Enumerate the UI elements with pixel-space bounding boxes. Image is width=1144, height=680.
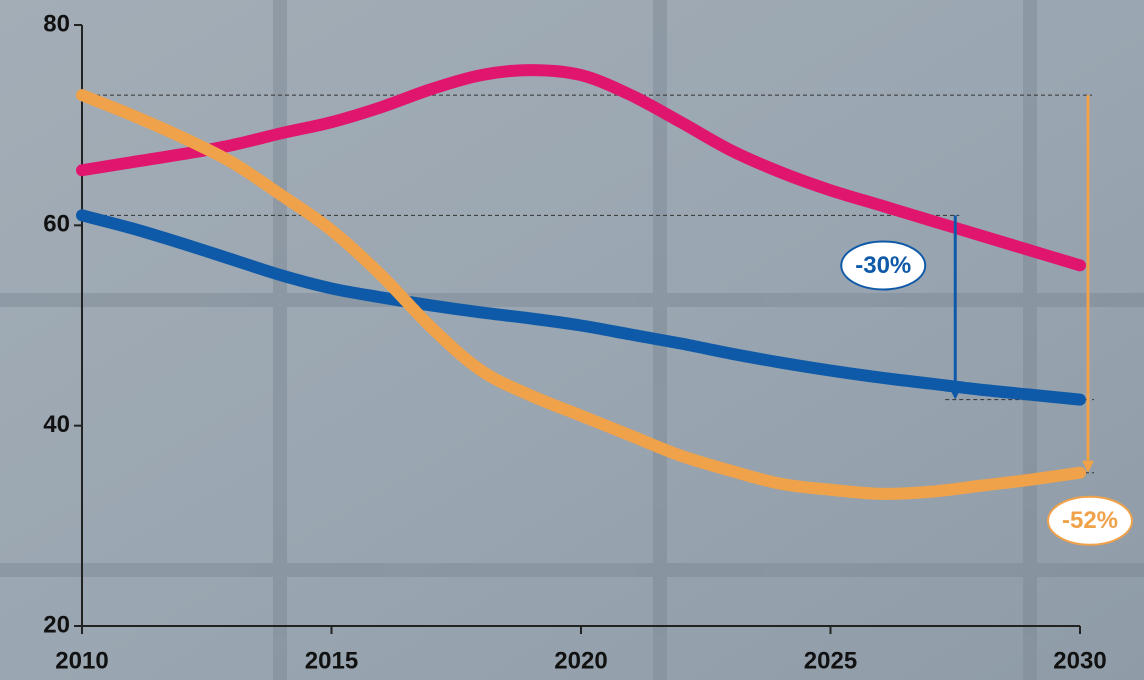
x-tick-label: 2015 <box>305 647 358 674</box>
x-tick-label: 2020 <box>554 647 607 674</box>
line-series <box>76 64 1086 272</box>
change-label: -30% <box>855 252 911 279</box>
x-tick-label: 2025 <box>804 647 857 674</box>
x-tick-label: 2030 <box>1053 647 1106 674</box>
x-tick-label: 2010 <box>55 647 108 674</box>
change-label-bubble <box>840 240 927 291</box>
y-tick-label: 40 <box>43 411 70 438</box>
y-tick-label: 60 <box>43 211 70 238</box>
change-label-bubble <box>1047 495 1133 546</box>
line-series <box>76 89 1086 500</box>
y-tick-label: 20 <box>43 611 70 638</box>
line-series <box>76 209 1086 406</box>
y-tick-label: 80 <box>43 10 70 37</box>
change-label: -52% <box>1062 507 1118 534</box>
arrow-head <box>1082 460 1094 473</box>
arrow-head <box>949 387 962 400</box>
